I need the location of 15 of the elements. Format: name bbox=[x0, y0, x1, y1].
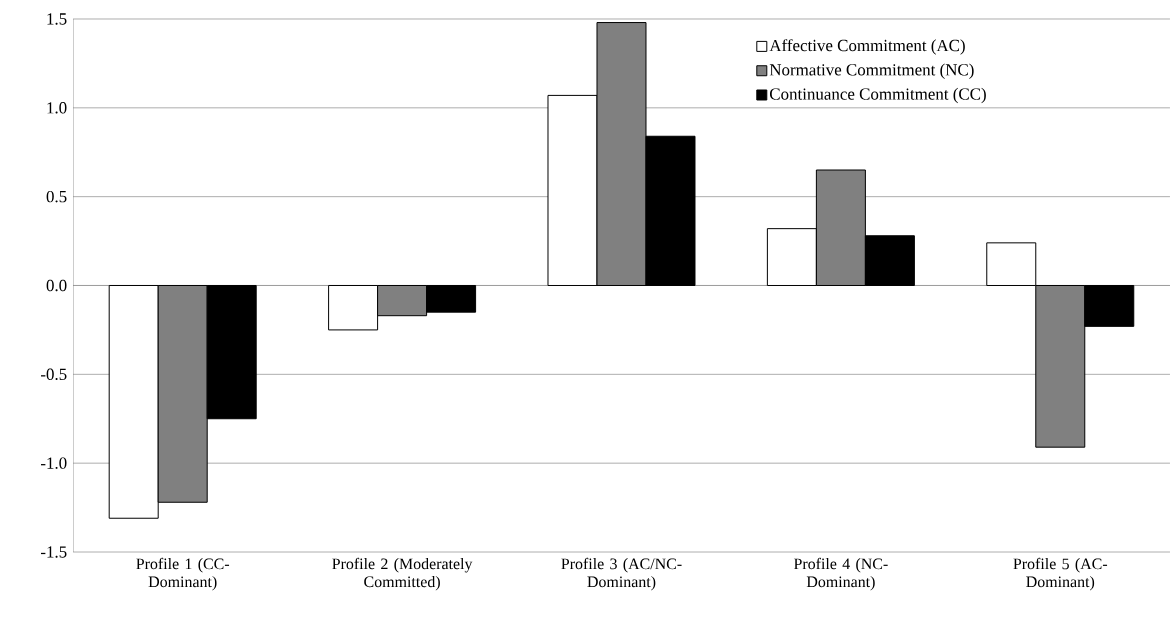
y-tick-label: 0.5 bbox=[46, 190, 67, 203]
x-tick-label: Profile 2 (Moderately Committed) bbox=[332, 557, 473, 591]
x-tick-label: Profile 5 (AC-Dominant) bbox=[1013, 557, 1108, 591]
y-tick-label: 1.0 bbox=[47, 102, 67, 114]
legend-label: Normative Commitment (NC) bbox=[769, 63, 974, 79]
y-tick-label: -0.5 bbox=[40, 368, 67, 381]
x-tick-label: Profile 3 (AC/NC-Dominant) bbox=[561, 557, 682, 591]
x-tick-label: Profile 4 (NC-Dominant) bbox=[793, 557, 888, 591]
y-tick-label: -1.0 bbox=[40, 457, 67, 469]
y-tick-label: -1.5 bbox=[40, 546, 67, 558]
legend-label: Continuance Commitment (CC) bbox=[769, 87, 986, 104]
y-tick-label: 0.0 bbox=[46, 279, 67, 292]
legend-label: Affective Commitment (AC) bbox=[769, 39, 965, 55]
x-tick-label: Profile 1 (CC-Dominant) bbox=[136, 557, 230, 591]
y-tick-label: 1.5 bbox=[47, 13, 67, 25]
